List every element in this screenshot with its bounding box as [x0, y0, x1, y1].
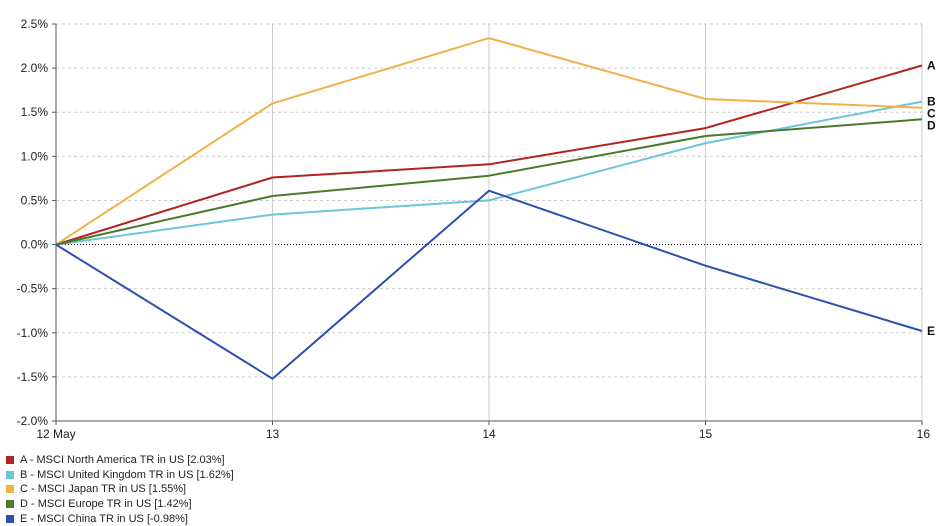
y-tick-label: -1.0%: [17, 326, 49, 340]
legend: A - MSCI North America TR in US [2.03%] B…: [6, 453, 234, 526]
series-line-c: [55, 37, 923, 246]
legend-item-c: C - MSCI Japan TR in US [1.55%]: [6, 482, 234, 497]
series-end-label-d: D: [927, 119, 936, 133]
series-end-label-b: B: [927, 95, 936, 109]
y-tick-label: -2.0%: [17, 414, 49, 428]
x-tick-label: 15: [699, 427, 713, 441]
y-tick-label: 1.0%: [21, 149, 49, 163]
legend-swatch: [6, 500, 14, 509]
y-tick-label: 0.0%: [21, 238, 49, 252]
series-end-label-c: C: [927, 107, 936, 121]
legend-swatch: [6, 485, 14, 494]
x-tick-label: 13: [266, 427, 280, 441]
y-tick-label: 0.5%: [21, 193, 49, 207]
y-tick-label: -1.5%: [17, 370, 49, 384]
legend-label: C - MSCI Japan TR in US [1.55%]: [20, 483, 187, 496]
y-tick-label: 1.5%: [21, 105, 49, 119]
legend-item-b: B - MSCI United Kingdom TR in US [1.62%]: [6, 468, 234, 483]
legend-swatch: [6, 456, 14, 465]
series-end-labels: A BCD E: [927, 58, 936, 338]
x-tick-label: 14: [482, 427, 496, 441]
line-chart: 2.5% 2.0% 1.5% 1.0% 0.5% 0.0% -0.5% -1.0% -1.5% -…: [17, 17, 936, 441]
series-end-label-e: E: [927, 324, 935, 338]
legend-swatch: [6, 514, 14, 523]
series-line-d: [55, 118, 923, 246]
legend-item-e: E - MSCI China TR in US [-0.98%]: [6, 511, 234, 526]
x-tick-label: 16: [917, 427, 931, 441]
y-tick-label: 2.5%: [21, 17, 49, 31]
series-line-e: [55, 189, 923, 380]
y-tick-label: 2.0%: [21, 61, 49, 75]
legend-item-d: D - MSCI Europe TR in US [1.42%]: [6, 497, 234, 512]
x-tick-label: 12 May: [36, 427, 75, 441]
series-line-a: [55, 64, 923, 246]
axes: 2.5% 2.0% 1.5% 1.0% 0.5% 0.0% -0.5% -1.0% -1.5% -…: [17, 17, 931, 441]
legend-label: A - MSCI North America TR in US [2.03%]: [20, 454, 225, 467]
legend-label: D - MSCI Europe TR in US [1.42%]: [20, 498, 192, 511]
series-end-label-a: A: [927, 58, 936, 72]
legend-label: B - MSCI United Kingdom TR in US [1.62%]: [20, 468, 234, 481]
legend-swatch: [6, 470, 14, 479]
legend-label: E - MSCI China TR in US [-0.98%]: [20, 512, 188, 525]
series-line-b: [55, 100, 923, 246]
series-lines: [55, 37, 923, 380]
y-tick-label: -0.5%: [17, 282, 49, 296]
legend-item-a: A - MSCI North America TR in US [2.03%]: [6, 453, 234, 468]
grid-lines: [56, 23, 923, 422]
